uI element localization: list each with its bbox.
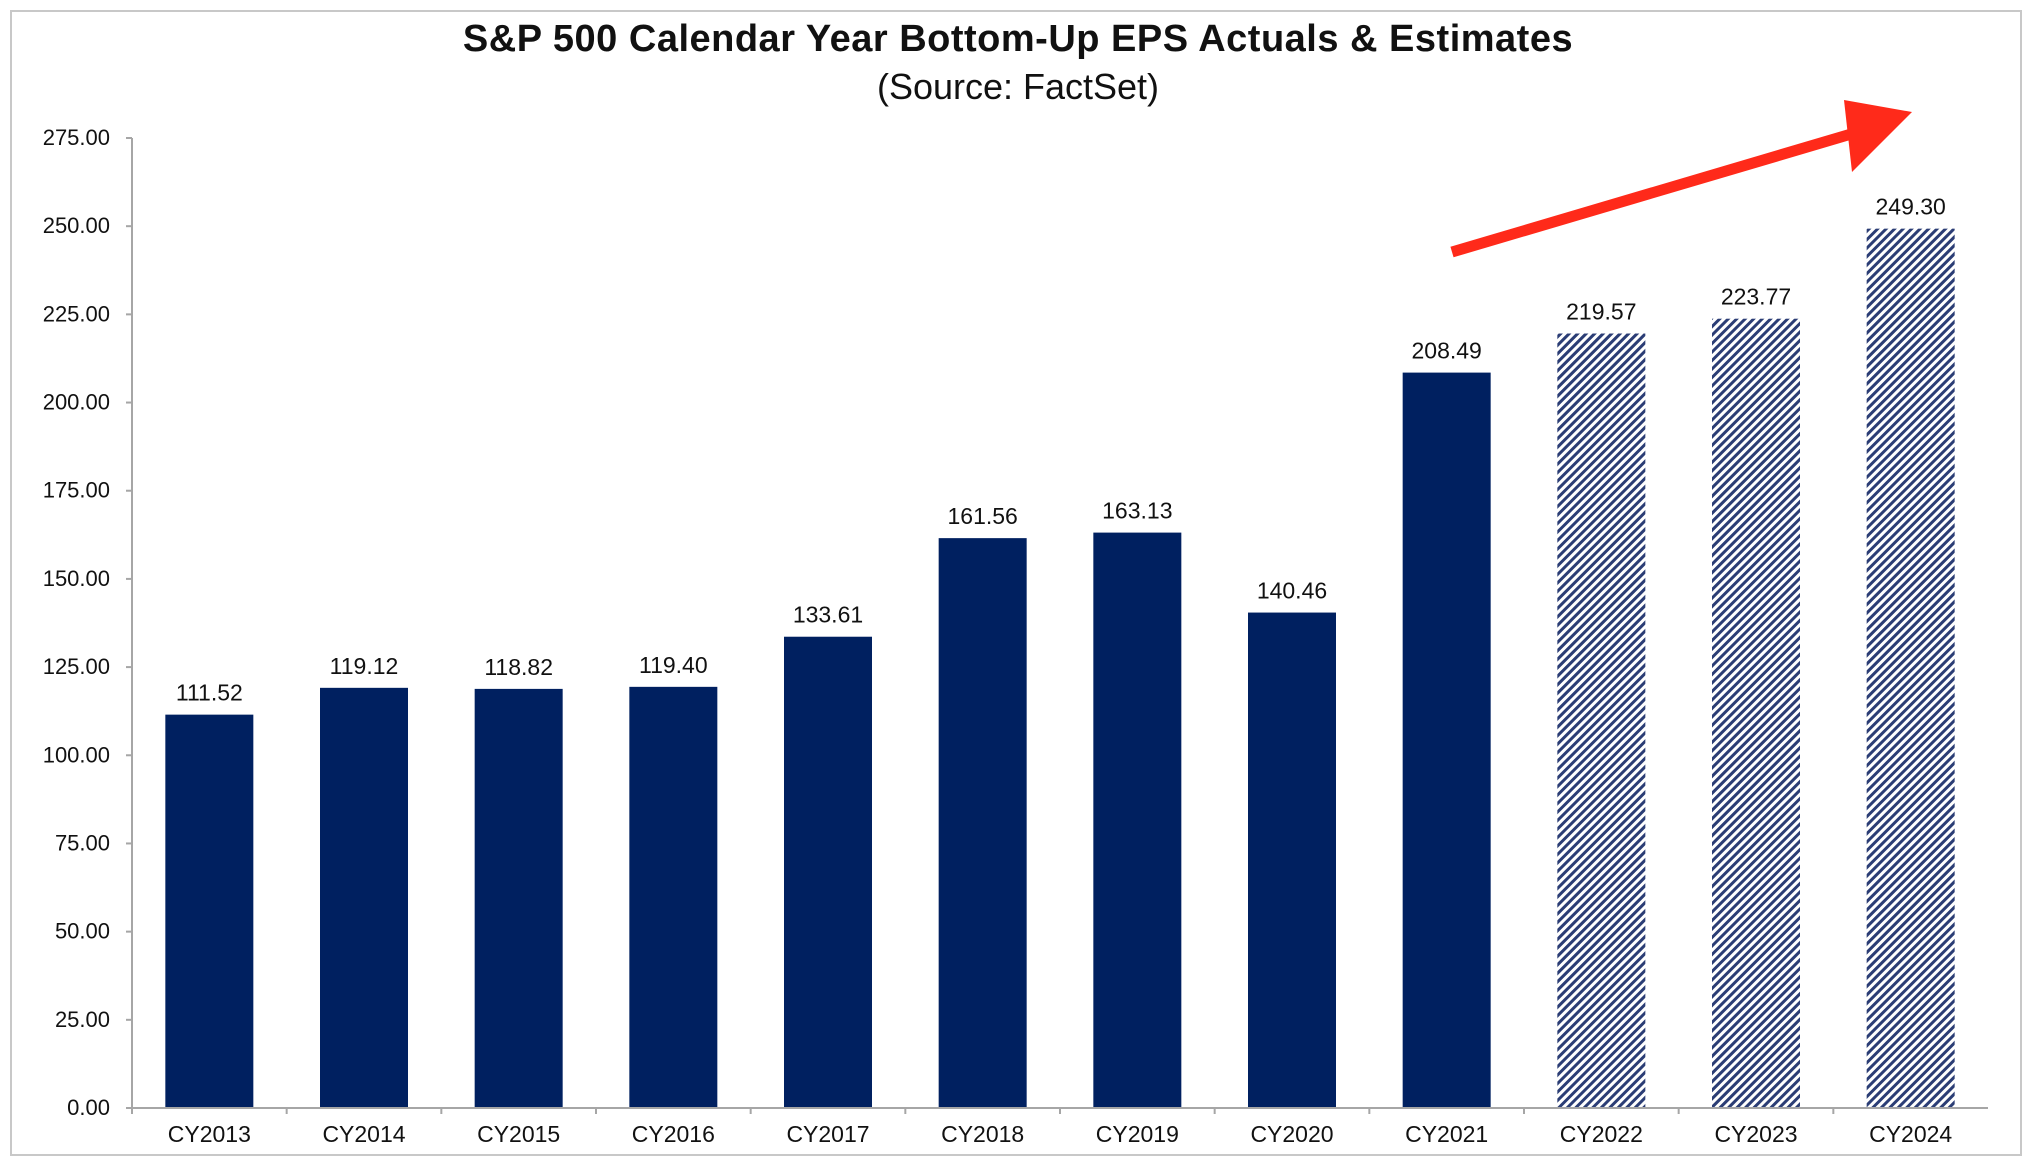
bar-actual [165, 714, 254, 1108]
bar-actual [320, 687, 408, 1108]
bar-value-label: 111.52 [176, 680, 243, 706]
y-tick-label: 50.00 [55, 919, 110, 944]
bars: 111.52 119.12 118.82 119.40 133.61 161.56 163.… [165, 194, 1955, 1109]
chart-title: S&P 500 Calendar Year Bottom-Up EPS Actu… [462, 18, 1574, 60]
x-tick-label: CY2017 [786, 1121, 869, 1147]
y-tick-label: 75.00 [55, 830, 110, 855]
bar-estimate [1557, 333, 1646, 1108]
y-tick-label: 225.00 [43, 301, 110, 326]
y-tick-label: 250.00 [43, 213, 110, 238]
y-tick-label: 175.00 [43, 478, 110, 503]
y-axis: 0.00 25.00 50.00 75.00 100.00 125.00 150.00 175… [43, 125, 133, 1120]
bar-estimate [1712, 318, 1800, 1109]
y-tick-label: 200.00 [43, 390, 110, 415]
x-tick-label: CY2023 [1714, 1121, 1797, 1147]
arrow-shaft [1450, 126, 1860, 258]
bar-value-label: 223.77 [1721, 284, 1791, 310]
bar-value-label: 140.46 [1257, 578, 1327, 604]
arrow-head [1844, 100, 1912, 172]
bar-estimate [1866, 228, 1955, 1109]
bar-value-label: 119.40 [639, 652, 708, 678]
bar-actual [1248, 612, 1336, 1108]
y-tick-label: 25.00 [55, 1007, 110, 1032]
bar-actual [1402, 372, 1491, 1109]
y-tick-label: 0.00 [67, 1095, 110, 1120]
bar-value-label: 163.13 [1102, 498, 1172, 524]
bar-value-label: 249.30 [1875, 194, 1945, 220]
x-tick-label: CY2024 [1869, 1121, 1952, 1147]
bar-value-label: 219.57 [1566, 299, 1636, 325]
bar-value-label: 133.61 [793, 602, 863, 628]
y-tick-label: 125.00 [43, 654, 110, 679]
x-tick-label: CY2022 [1560, 1121, 1643, 1147]
x-tick-label: CY2021 [1405, 1121, 1488, 1147]
bar-actual [784, 636, 872, 1108]
chart-subtitle: (Source: FactSet) [876, 66, 1160, 107]
x-tick-label: CY2014 [322, 1121, 405, 1147]
x-tick-label: CY2019 [1096, 1121, 1179, 1147]
bar-value-label: 118.82 [484, 654, 553, 680]
bar-actual [629, 686, 718, 1108]
y-tick-label: 150.00 [43, 566, 110, 591]
trend-arrow-annotation [1450, 100, 1912, 258]
bar-actual [938, 538, 1027, 1108]
bar-actual [1093, 532, 1182, 1108]
y-tick-label: 275.00 [43, 125, 110, 150]
chart-frame [10, 10, 2022, 1156]
x-axis: CY2013 CY2014 CY2015 CY2016 CY2017 CY2018 CY20… [131, 1107, 1988, 1147]
y-tick-label: 100.00 [43, 742, 110, 767]
x-tick-label: CY2015 [477, 1121, 560, 1147]
x-tick-label: CY2016 [632, 1121, 715, 1147]
x-tick-label: CY2018 [941, 1121, 1024, 1147]
bar-value-label: 208.49 [1411, 338, 1481, 364]
x-tick-label: CY2013 [168, 1121, 251, 1147]
bar-actual [474, 688, 563, 1108]
bar-value-label: 119.12 [330, 653, 399, 679]
bar-value-label: 161.56 [947, 503, 1017, 529]
x-tick-label: CY2020 [1250, 1121, 1333, 1147]
